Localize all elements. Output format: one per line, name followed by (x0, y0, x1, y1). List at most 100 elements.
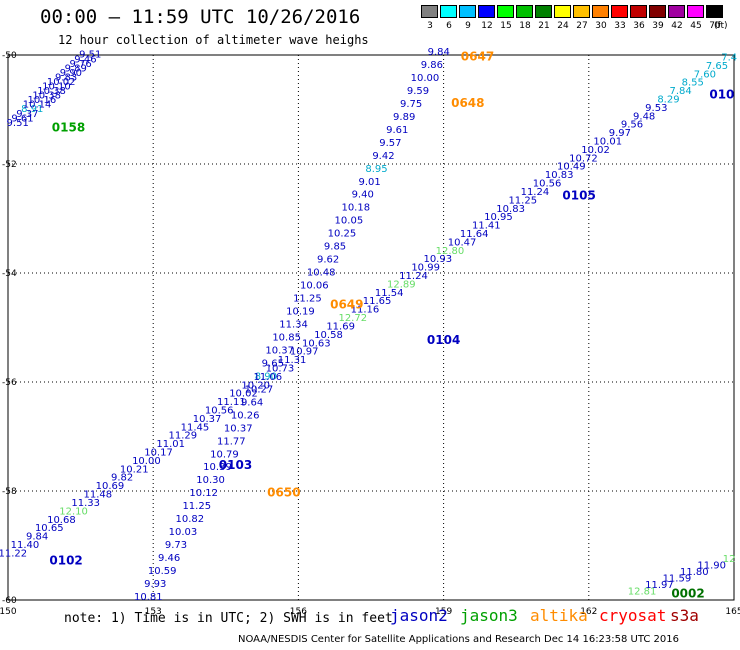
lon-tick-label: 162 (580, 607, 597, 617)
wave-value: 10.59 (148, 566, 177, 577)
lat-tick-label: -52 (2, 160, 17, 170)
wave-value: 10.82 (176, 514, 205, 525)
wave-value: 11.97 (645, 580, 674, 591)
wave-value: 9.84 (428, 47, 450, 58)
wave-value: 9.61 (11, 113, 33, 124)
wave-value: 12.89 (387, 279, 416, 290)
pass-label: 0650 (267, 485, 300, 499)
legend-s3a: s3a (670, 606, 699, 625)
wave-value: 10.85 (272, 332, 301, 343)
wave-value: 10.27 (245, 384, 274, 395)
lat-tick-label: -58 (2, 487, 17, 497)
wave-value: 11.69 (326, 321, 355, 332)
legend-swatch-70 (706, 5, 723, 18)
wave-value: 10.21 (120, 464, 149, 475)
wave-value: 10.25 (328, 229, 357, 240)
wave-value: 9.57 (379, 138, 401, 149)
wave-value: 11.01 (156, 439, 185, 450)
legend-jason3: jason3 (460, 606, 518, 625)
wave-value: 9.61 (386, 125, 408, 136)
wave-value: 9.46 (74, 54, 96, 65)
wave-value: 11.65 (363, 296, 392, 307)
wave-value: 9.83 (55, 72, 77, 83)
legend-label-42: 42 (671, 21, 683, 31)
wave-value: 10.68 (47, 515, 76, 526)
wave-value: 10.06 (300, 281, 329, 292)
map-title: 00:00 – 11:59 UTC 10/26/2016 (40, 6, 361, 28)
wave-value: 9.62 (317, 255, 339, 266)
wave-value: 10.83 (545, 170, 574, 181)
wave-value: 8.90 (255, 371, 277, 382)
lon-tick-label: 156 (290, 607, 307, 617)
legend-swatch-3 (421, 5, 438, 18)
wave-value: 11.24 (521, 187, 550, 198)
wave-value: 9.84 (26, 532, 48, 543)
wave-value: 10.38 (32, 91, 61, 102)
wave-value: 10.79 (210, 449, 239, 460)
legend-label-30: 30 (595, 21, 607, 31)
wave-value: 10.03 (169, 527, 198, 538)
wave-value: 11.59 (663, 573, 692, 584)
legend-swatch-30 (592, 5, 609, 18)
wave-value: 9.90 (60, 68, 82, 79)
pass-label: 0102 (49, 554, 82, 568)
wave-value: 9.65 (262, 358, 284, 369)
wave-value: 10.49 (557, 162, 586, 173)
legend-swatch-18 (516, 5, 533, 18)
legend-swatch-12 (478, 5, 495, 18)
pass-label: 0647 (461, 49, 494, 63)
wave-value: 11.41 (472, 221, 501, 232)
wave-value: 9.46 (158, 553, 180, 564)
wave-value: 9.75 (400, 99, 422, 110)
wave-value: 10.00 (411, 73, 440, 84)
legend-label-3: 3 (427, 21, 433, 31)
legend-swatch-33 (611, 5, 628, 18)
wave-value: 11.80 (680, 567, 709, 578)
lon-tick-label: 153 (145, 607, 162, 617)
wave-value: 12.80 (436, 246, 465, 257)
wave-value: 10.16 (28, 95, 57, 106)
pass-label: 0002 (671, 586, 704, 600)
wave-value: 9.48 (633, 111, 655, 122)
wave-value: 11.25 (293, 294, 322, 305)
wave-value: 10.02 (581, 145, 610, 156)
lat-tick-label: -50 (2, 51, 17, 61)
wave-value: 9.86 (421, 60, 443, 71)
wave-value: 7.4 (721, 52, 737, 63)
wave-value: 11.06 (253, 372, 282, 383)
wave-value: 9.73 (165, 540, 187, 551)
wave-value: 10.26 (231, 410, 260, 421)
wave-value: 11.34 (279, 320, 308, 331)
wave-value: 10.56 (205, 405, 234, 416)
wave-value: 9.37 (16, 109, 38, 120)
legend-unit: (ft) (714, 21, 728, 31)
wave-value: 11.31 (278, 355, 307, 366)
wave-value: 9.59 (407, 86, 429, 97)
legend-label-70: 70 (709, 21, 721, 31)
wave-value: 11.11 (217, 397, 246, 408)
wave-value: 11.48 (84, 490, 113, 501)
legend-label-39: 39 (652, 21, 664, 31)
wave-value: 10.81 (134, 592, 163, 603)
wave-value: 10.05 (335, 216, 364, 227)
wave-value: 11.77 (217, 436, 246, 447)
pass-label: 010 (709, 88, 734, 102)
wave-value: 8.91 (21, 104, 43, 115)
wave-value: 11.22 (0, 548, 27, 559)
wave-value: 10.65 (35, 523, 64, 534)
wave-value: 10.30 (196, 475, 225, 486)
legend-label-21: 21 (538, 21, 550, 31)
legend-cryosat: cryosat (599, 606, 667, 625)
legend-swatch-42 (668, 5, 685, 18)
wave-value: 8.95 (365, 164, 387, 175)
pass-label: 0105 (562, 188, 595, 202)
wave-value: 10.20 (241, 380, 270, 391)
wave-value: 10.19 (286, 307, 315, 318)
legend-label-36: 36 (633, 21, 645, 31)
legend-label-45: 45 (690, 21, 702, 31)
wave-value: 10.12 (189, 488, 218, 499)
pass-label: 0649 (330, 297, 363, 311)
wave-value: 10.56 (533, 179, 562, 190)
map-subtitle: 12 hour collection of altimeter wave hei… (58, 33, 369, 47)
